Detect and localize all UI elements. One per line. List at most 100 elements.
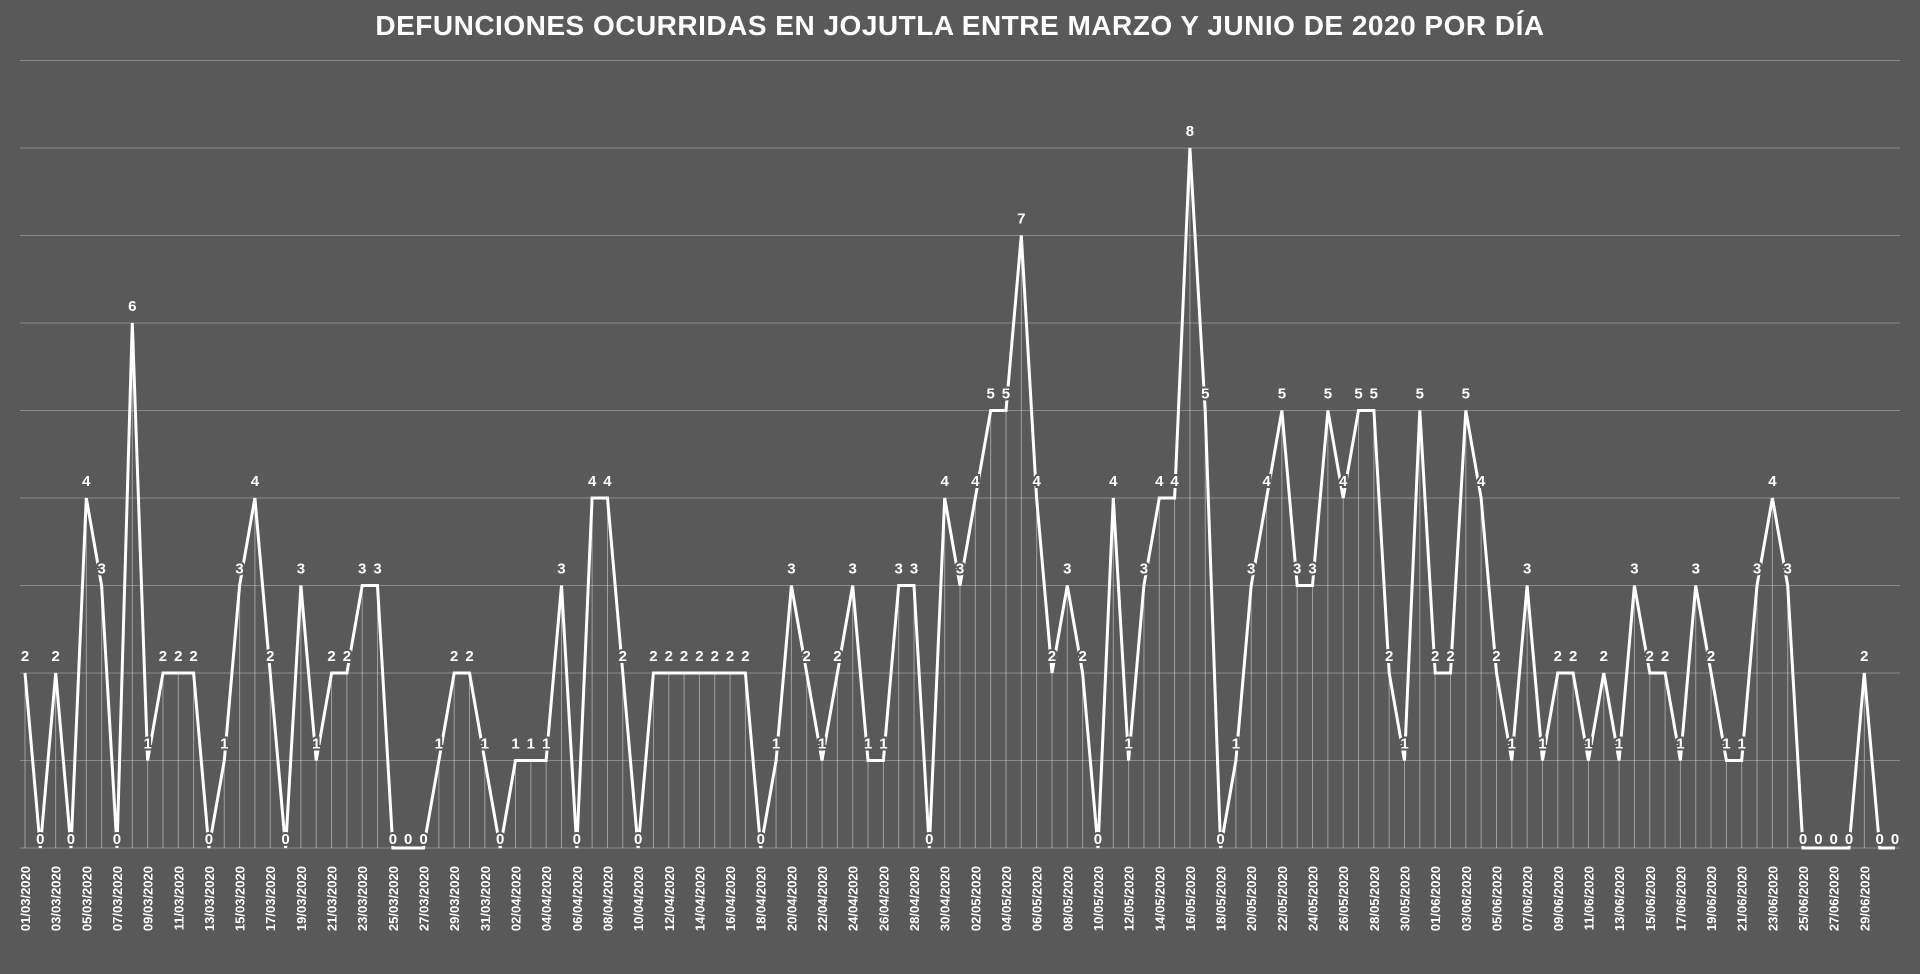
data-label: 0 — [1799, 831, 1807, 848]
x-tick-label: 26/05/2020 — [1336, 866, 1351, 931]
data-label: 5 — [1278, 386, 1286, 403]
data-label: 0 — [281, 831, 289, 848]
x-tick-label: 14/05/2020 — [1152, 866, 1167, 931]
data-label: 2 — [649, 648, 657, 665]
x-tick-label: 28/04/2020 — [907, 866, 922, 931]
data-label: 1 — [143, 736, 151, 753]
data-label: 5 — [1324, 386, 1332, 403]
data-label: 1 — [220, 736, 228, 753]
x-tick-label: 20/04/2020 — [784, 866, 799, 931]
data-label: 2 — [1646, 648, 1654, 665]
data-label: 1 — [435, 736, 443, 753]
data-label: 4 — [603, 473, 612, 490]
data-label: 3 — [373, 561, 381, 578]
data-label: 4 — [1339, 473, 1348, 490]
data-label: 3 — [787, 561, 795, 578]
x-tick-label: 13/03/2020 — [202, 866, 217, 931]
x-tick-label: 29/03/2020 — [447, 866, 462, 931]
x-tick-label: 15/03/2020 — [233, 866, 248, 931]
data-label: 2 — [1431, 648, 1439, 665]
data-label: 1 — [1538, 736, 1546, 753]
data-label: 3 — [1293, 561, 1301, 578]
data-label: 1 — [818, 736, 826, 753]
x-tick-label: 13/06/2020 — [1612, 866, 1627, 931]
data-label: 2 — [21, 648, 29, 665]
x-tick-label: 28/05/2020 — [1367, 866, 1382, 931]
x-tick-label: 02/04/2020 — [508, 866, 523, 931]
x-tick-label: 06/05/2020 — [1030, 866, 1045, 931]
x-tick-label: 05/06/2020 — [1489, 866, 1504, 931]
data-label: 2 — [833, 648, 841, 665]
data-label: 4 — [941, 473, 950, 490]
data-label: 1 — [1722, 736, 1730, 753]
x-tick-label: 19/06/2020 — [1704, 866, 1719, 931]
x-tick-label: 09/06/2020 — [1551, 866, 1566, 931]
data-label: 2 — [1078, 648, 1086, 665]
data-label: 3 — [97, 561, 105, 578]
data-label: 0 — [205, 831, 213, 848]
data-label: 3 — [1523, 561, 1531, 578]
x-tick-label: 30/05/2020 — [1398, 866, 1413, 931]
data-label: 1 — [864, 736, 872, 753]
x-tick-label: 07/06/2020 — [1520, 866, 1535, 931]
x-tick-label: 11/03/2020 — [171, 866, 186, 930]
data-label: 0 — [419, 831, 427, 848]
x-tick-label: 04/04/2020 — [539, 866, 554, 931]
x-tick-label: 16/04/2020 — [723, 866, 738, 931]
data-label: 1 — [1615, 736, 1623, 753]
x-tick-label: 03/03/2020 — [49, 866, 64, 931]
data-label: 1 — [1232, 736, 1240, 753]
data-label: 0 — [757, 831, 765, 848]
data-label: 0 — [1814, 831, 1822, 848]
data-label: 0 — [1891, 831, 1899, 848]
data-label: 3 — [1692, 561, 1700, 578]
data-label: 6 — [128, 298, 136, 315]
data-label: 8 — [1186, 123, 1194, 140]
data-label: 2 — [619, 648, 627, 665]
data-label: 4 — [1768, 473, 1777, 490]
data-label: 2 — [51, 648, 59, 665]
x-tick-label: 19/03/2020 — [294, 866, 309, 931]
data-label: 3 — [1308, 561, 1316, 578]
x-tick-label: 09/03/2020 — [141, 866, 156, 931]
data-label: 4 — [1170, 473, 1179, 490]
data-label: 3 — [849, 561, 857, 578]
data-label: 4 — [1032, 473, 1041, 490]
data-label: 3 — [235, 561, 243, 578]
data-label: 2 — [1048, 648, 1056, 665]
data-label: 0 — [925, 831, 933, 848]
data-label: 5 — [1462, 386, 1470, 403]
data-label: 2 — [1446, 648, 1454, 665]
data-label: 0 — [404, 831, 412, 848]
data-label: 1 — [1400, 736, 1408, 753]
data-label: 1 — [542, 736, 550, 753]
x-tick-label: 27/06/2020 — [1827, 866, 1842, 931]
data-label: 2 — [711, 648, 719, 665]
data-label: 4 — [1262, 473, 1271, 490]
data-label: 2 — [1492, 648, 1500, 665]
data-label: 4 — [1155, 473, 1164, 490]
data-label: 0 — [113, 831, 121, 848]
x-tick-label: 08/05/2020 — [1060, 866, 1075, 931]
data-label: 5 — [1370, 386, 1378, 403]
data-label: 4 — [251, 473, 260, 490]
data-label: 3 — [956, 561, 964, 578]
data-label: 2 — [1554, 648, 1562, 665]
data-label: 5 — [986, 386, 994, 403]
chart-title: DEFUNCIONES OCURRIDAS EN JOJUTLA ENTRE M… — [375, 10, 1545, 41]
series-line — [23, 147, 1895, 850]
data-label: 0 — [1845, 831, 1853, 848]
data-label: 0 — [634, 831, 642, 848]
data-label: 3 — [1784, 561, 1792, 578]
drop-lines — [24, 148, 1865, 848]
data-label: 0 — [1876, 831, 1884, 848]
data-label: 1 — [1676, 736, 1684, 753]
data-label: 4 — [82, 473, 91, 490]
data-label: 4 — [1109, 473, 1118, 490]
x-tick-label: 15/06/2020 — [1643, 866, 1658, 931]
data-label: 3 — [1063, 561, 1071, 578]
data-label: 0 — [1094, 831, 1102, 848]
x-tick-label: 01/06/2020 — [1428, 866, 1443, 931]
data-label: 2 — [1661, 648, 1669, 665]
